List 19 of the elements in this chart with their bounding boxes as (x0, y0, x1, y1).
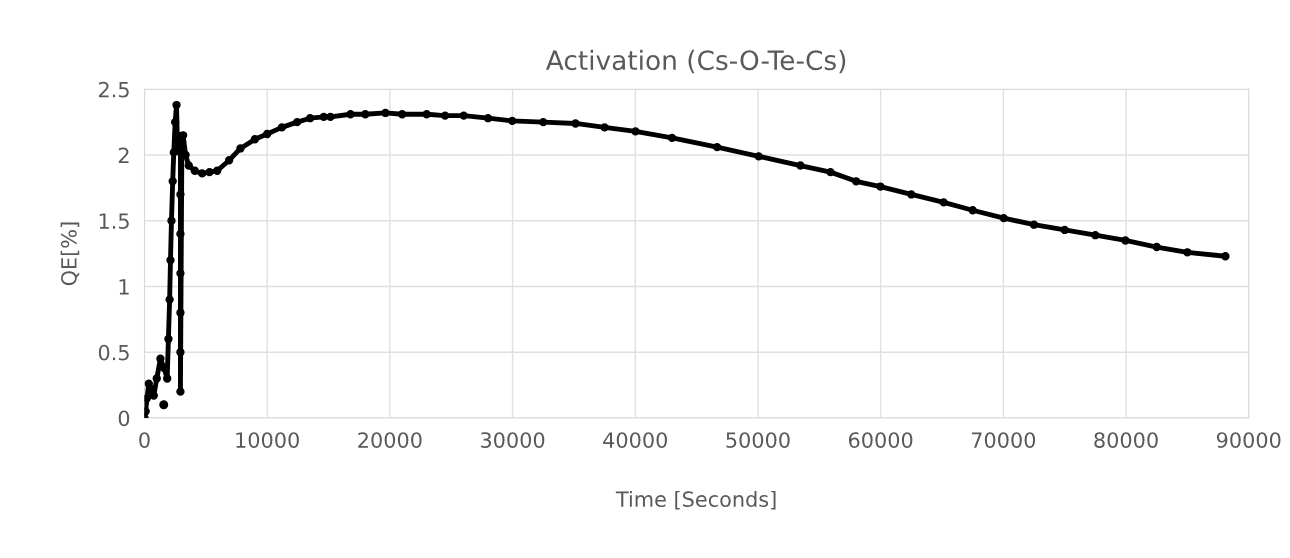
x-tick-label: 50000 (726, 432, 790, 448)
x-tick-label: 70000 (971, 432, 1036, 448)
x-axis-title: Time [Seconds] (615, 490, 776, 510)
x-tick-label: 90000 (1216, 432, 1281, 448)
y-tick-label: 2.5 (98, 81, 129, 98)
y-tick-label: 1.5 (99, 213, 129, 229)
x-tick-label: 10000 (236, 432, 299, 448)
y-tick-label: 0 (118, 410, 130, 427)
x-tick-label: 40000 (603, 432, 668, 448)
x-tick-label: 60000 (848, 432, 913, 448)
chart-title: Activation (Cs-O-Te-Cs) (545, 49, 846, 74)
y-axis-title: QE[%] (60, 222, 80, 286)
y-tick-label: 2 (118, 147, 129, 163)
y-tick-label: 1 (119, 279, 129, 295)
x-tick-label: 80000 (1094, 432, 1158, 448)
x-tick-label: 0 (139, 432, 150, 448)
x-tick-label: 20000 (358, 432, 422, 448)
x-tick-label: 30000 (481, 432, 545, 448)
y-tick-label: 0.5 (98, 344, 129, 361)
